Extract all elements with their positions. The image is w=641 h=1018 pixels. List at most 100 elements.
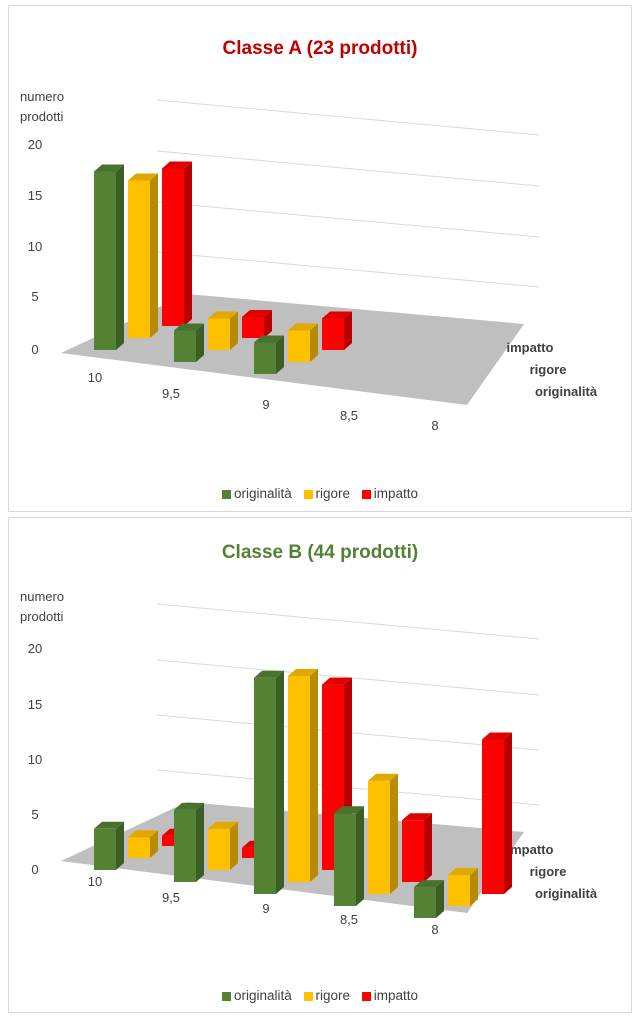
bar-chart-3d: 0 5 10 15 20 10 9,5 9 8,5 8 originalità rigore impat…	[28, 603, 598, 937]
bar-side	[264, 310, 272, 338]
bar-side	[150, 173, 158, 338]
bar-side	[196, 323, 204, 362]
bar-side	[310, 323, 318, 362]
bar-top	[208, 311, 238, 319]
bar-side	[184, 161, 192, 326]
y-tick-label: 0	[31, 862, 38, 877]
bar-top	[94, 821, 124, 829]
legend-label: originalità	[233, 486, 292, 501]
bar-side	[504, 732, 512, 894]
y-tick-label: 15	[28, 188, 42, 203]
y-tick-label: 5	[31, 807, 38, 822]
bar-side	[116, 164, 124, 350]
bar-top	[402, 813, 432, 821]
y-tick-label: 5	[31, 289, 38, 304]
legend-item: rigore	[303, 988, 351, 1003]
legend-item: impatto	[361, 988, 419, 1003]
bar	[174, 809, 196, 882]
bar	[94, 171, 116, 350]
y-tick-label: 20	[28, 137, 42, 152]
bar-top	[254, 670, 284, 678]
bar-top	[94, 164, 124, 172]
bar	[402, 820, 424, 882]
legend-swatch	[221, 992, 231, 1001]
y-tick-label: 15	[28, 697, 42, 712]
legend-swatch	[361, 992, 371, 1001]
bar-top	[288, 323, 318, 331]
bar	[448, 875, 470, 906]
bar-top	[128, 830, 158, 838]
legend-item: impatto	[361, 486, 419, 501]
bar-side	[276, 670, 284, 894]
bar-side	[390, 773, 398, 894]
legend-swatch	[221, 490, 231, 499]
bar	[254, 677, 276, 894]
x-tick-label: 8,5	[340, 408, 358, 423]
bar-side	[230, 821, 238, 870]
bar	[254, 342, 276, 374]
x-tick-label: 8	[431, 922, 438, 937]
bar-side	[424, 813, 432, 882]
bar-top	[254, 335, 284, 343]
bar-side	[356, 806, 364, 906]
bar	[208, 828, 230, 870]
bar-top	[322, 677, 352, 685]
bar	[288, 330, 310, 362]
y-tick-label: 0	[31, 342, 38, 357]
chart-title: Classe B (44 prodotti)	[221, 542, 419, 563]
chart-panel-a: Classe A (23 prodotti) numero prodotti 0…	[8, 5, 632, 512]
depth-axis-label: rigore	[530, 362, 567, 377]
x-tick-label: 10	[88, 874, 102, 889]
bar-side	[436, 880, 444, 918]
bar-top	[368, 773, 398, 781]
bar-side	[344, 311, 352, 350]
y-axis-label: numero prodotti	[20, 89, 65, 124]
bar	[334, 813, 356, 906]
depth-axis-label: impatto	[507, 340, 554, 355]
chart-panel-b: Classe B (44 prodotti) numero prodotti 0…	[8, 517, 632, 1013]
legend-swatch	[303, 992, 313, 1001]
bar	[242, 317, 264, 338]
x-tick-label: 10	[88, 370, 102, 385]
bar	[322, 318, 344, 350]
bar	[208, 318, 230, 350]
bar-top	[174, 323, 204, 331]
bar	[174, 330, 196, 362]
bar	[162, 168, 184, 326]
bar	[414, 887, 436, 918]
bar-top	[322, 311, 352, 319]
bar	[242, 847, 264, 858]
x-tick-label: 9,5	[162, 890, 180, 905]
legend-label: originalità	[233, 988, 292, 1003]
bar	[162, 835, 184, 846]
bar	[288, 676, 310, 882]
gridline	[156, 603, 540, 640]
bar-top	[482, 732, 512, 740]
bar-side	[310, 669, 318, 882]
bar-chart-3d: 0 5 10 15 20 10 9,5 9 8,5 8 originalità rigore impat…	[28, 99, 598, 433]
legend-item: originalità	[221, 486, 292, 501]
bar-top	[448, 868, 478, 876]
legend-label: rigore	[315, 988, 351, 1003]
bar-side	[230, 311, 238, 350]
depth-axis-label: rigore	[530, 864, 567, 879]
bar	[128, 180, 150, 338]
legend-label: impatto	[373, 486, 419, 501]
y-tick-label: 10	[28, 239, 42, 254]
bar-side	[196, 802, 204, 882]
chart-title: Classe A (23 prodotti)	[222, 38, 418, 59]
bar	[482, 739, 504, 894]
bar-side	[276, 335, 284, 374]
bar-side	[116, 821, 124, 870]
bar-top	[334, 806, 364, 814]
gridline	[156, 201, 540, 238]
legend-item: rigore	[303, 486, 351, 501]
gridline	[156, 659, 540, 696]
y-tick-label: 10	[28, 752, 42, 767]
legend-label: rigore	[315, 486, 351, 501]
bar-top	[162, 161, 192, 169]
x-tick-label: 8	[431, 418, 438, 433]
bar	[368, 780, 390, 894]
legend-label: impatto	[373, 988, 419, 1003]
x-tick-label: 9	[262, 397, 269, 412]
